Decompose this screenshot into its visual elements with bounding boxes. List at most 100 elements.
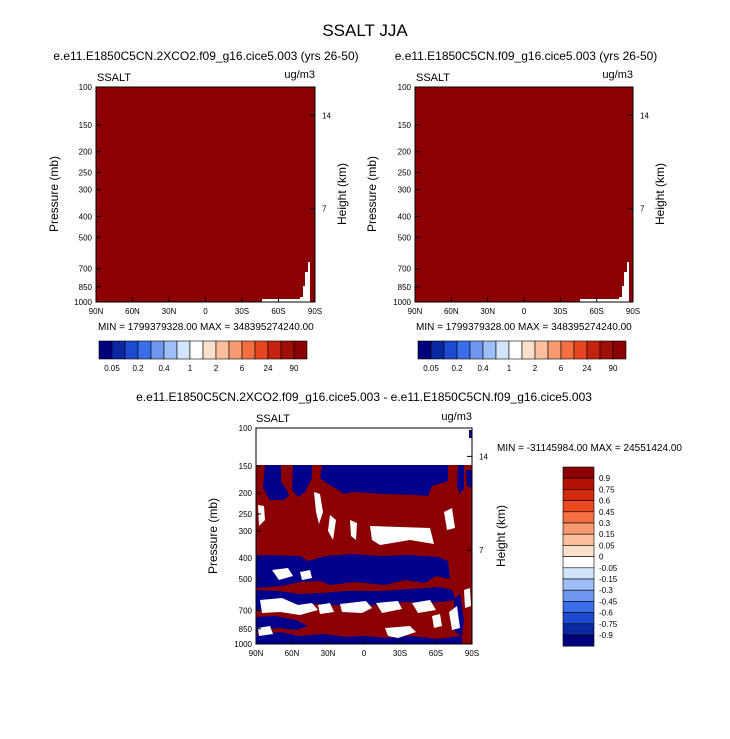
x-tick-label: 30S	[393, 649, 407, 658]
colorbar-swatch	[241, 340, 256, 360]
y-right-tick-label: 7	[322, 205, 327, 214]
main-title: SSALT JJA	[322, 21, 408, 40]
colorbar-swatch	[163, 340, 178, 360]
colorbar-label: 6	[240, 364, 245, 373]
colorbar-label: 0.2	[132, 364, 144, 373]
field-base-red	[256, 465, 472, 644]
panel-1-variable-label: SSALT	[97, 72, 131, 84]
panel-3-ylabel: Pressure (mb)	[206, 498, 220, 574]
y-tick-label: 150	[79, 121, 93, 130]
x-tick-label: 60N	[285, 649, 300, 658]
colorbar-label: 0.45	[599, 508, 615, 517]
colorbar-label: 24	[583, 364, 592, 373]
panel-2-title: e.e11.E1850C5CN.f09_g16.cice5.003 (yrs 2…	[395, 49, 658, 63]
colorbar-label: 0.05	[599, 541, 615, 550]
field-top-white	[256, 428, 472, 465]
x-tick-label: 30N	[480, 307, 495, 316]
panel-2-ylabel-right: Height (km)	[653, 163, 667, 225]
colorbar-label: -0.15	[599, 575, 618, 584]
panel-1-right-axis: 14 7	[310, 111, 331, 214]
colorbar-swatch	[482, 340, 497, 360]
colorbar-swatch	[469, 340, 484, 360]
panel-1-colorbar: 0.05 0.2 0.4 1 2 6 24 90	[98, 340, 308, 373]
colorbar-label: 1	[188, 364, 193, 373]
x-tick-label: 30S	[553, 307, 567, 316]
y-tick-label: 200	[79, 148, 93, 157]
colorbar-label: 0.9	[599, 474, 611, 483]
x-tick-label: 60S	[429, 649, 443, 658]
panel-2-units-label: ug/m3	[602, 69, 633, 81]
colorbar-swatch	[202, 340, 217, 360]
colorbar-swatch	[562, 533, 595, 546]
y-tick-label: 400	[79, 212, 93, 221]
colorbar-swatch	[562, 511, 595, 524]
y-tick-label: 200	[239, 489, 253, 498]
y-tick-label: 150	[239, 462, 253, 471]
panel-3-x-axis: 90N 60N 30N 0 30S 60S 90S	[249, 639, 479, 658]
colorbar-swatch	[562, 466, 595, 479]
panel-2-ylabel: Pressure (mb)	[365, 156, 379, 232]
x-tick-label: 0	[203, 307, 208, 316]
y-tick-label: 250	[79, 169, 93, 178]
y-tick-label: 100	[79, 83, 93, 92]
panel-1-field	[96, 87, 315, 302]
panel-2-x-axis: 90N 60N 30N 0 30S 60S 90S	[408, 297, 640, 316]
panel-1-ylabel-right: Height (km)	[335, 163, 349, 225]
y-right-tick-label: 7	[640, 205, 645, 214]
panel-2-white-corner	[580, 262, 629, 302]
y-right-tick-label: 14	[640, 111, 649, 120]
colorbar-label: -0.75	[599, 620, 618, 629]
panel-3-field	[256, 428, 472, 644]
colorbar-swatch	[562, 578, 595, 591]
y-tick-label: 150	[398, 121, 412, 130]
colorbar-swatch	[137, 340, 152, 360]
colorbar-swatch	[417, 340, 432, 360]
colorbar-label: 90	[290, 364, 299, 373]
panel-1-title: e.e11.E1850C5CN.2XCO2.f09_g16.cice5.003 …	[53, 49, 358, 63]
y-tick-label: 700	[398, 265, 412, 274]
colorbar-swatch	[562, 623, 595, 636]
colorbar-label: -0.9	[599, 631, 613, 640]
colorbar-swatch	[521, 340, 536, 360]
y-tick-label: 700	[239, 607, 253, 616]
y-tick-label: 400	[239, 554, 253, 563]
colorbar-label: 0.6	[599, 497, 611, 506]
x-tick-label: 90N	[249, 649, 264, 658]
colorbar-swatch	[176, 340, 191, 360]
colorbar-swatch	[562, 477, 595, 490]
panel-3-colorbar: 0.9 0.75 0.6 0.45 0.3 0.15 0.05 0 -0.05 -0.15 -0.3…	[562, 466, 618, 647]
y-tick-label: 300	[239, 527, 253, 536]
colorbar-label: 90	[609, 364, 618, 373]
y-right-tick-label: 7	[479, 546, 484, 555]
y-tick-label: 1000	[393, 298, 411, 307]
y-tick-label: 300	[79, 186, 93, 195]
y-tick-label: 250	[239, 510, 253, 519]
y-tick-label: 850	[79, 283, 93, 292]
colorbar-swatch	[562, 612, 595, 625]
colorbar-label: 24	[264, 364, 273, 373]
colorbar-swatch	[547, 340, 562, 360]
colorbar-swatch	[586, 340, 601, 360]
colorbar-label: 0.3	[599, 519, 611, 528]
colorbar-swatch	[508, 340, 523, 360]
panel-1-x-axis: 90N 60N 30N 0 30S 60S 90S	[89, 297, 322, 316]
x-tick-label: 60S	[271, 307, 285, 316]
colorbar-label: 0.05	[423, 364, 439, 373]
colorbar-swatch	[443, 340, 458, 360]
y-tick-label: 500	[398, 233, 412, 242]
y-tick-label: 700	[79, 265, 93, 274]
panel-2-field	[415, 87, 633, 302]
colorbar-swatch	[189, 340, 204, 360]
x-tick-label: 60S	[590, 307, 604, 316]
panel-3-min-max: MIN = -31145984.00 MAX = 24551424.00	[497, 443, 682, 454]
panel-3-variable-label: SSALT	[256, 413, 290, 425]
colorbar-swatch	[562, 489, 595, 501]
colorbar-label: 0.2	[451, 364, 463, 373]
colorbar-swatch	[560, 340, 575, 360]
colorbar-swatch	[495, 340, 510, 360]
colorbar-swatch	[280, 340, 295, 360]
panel-1-min-max: MIN = 1799379328.00 MAX = 348395274240.0…	[98, 322, 314, 333]
panel-2-variable-label: SSALT	[416, 72, 450, 84]
panel-1: e.e11.E1850C5CN.2XCO2.f09_g16.cice5.003 …	[47, 49, 359, 373]
x-tick-label: 0	[522, 307, 527, 316]
